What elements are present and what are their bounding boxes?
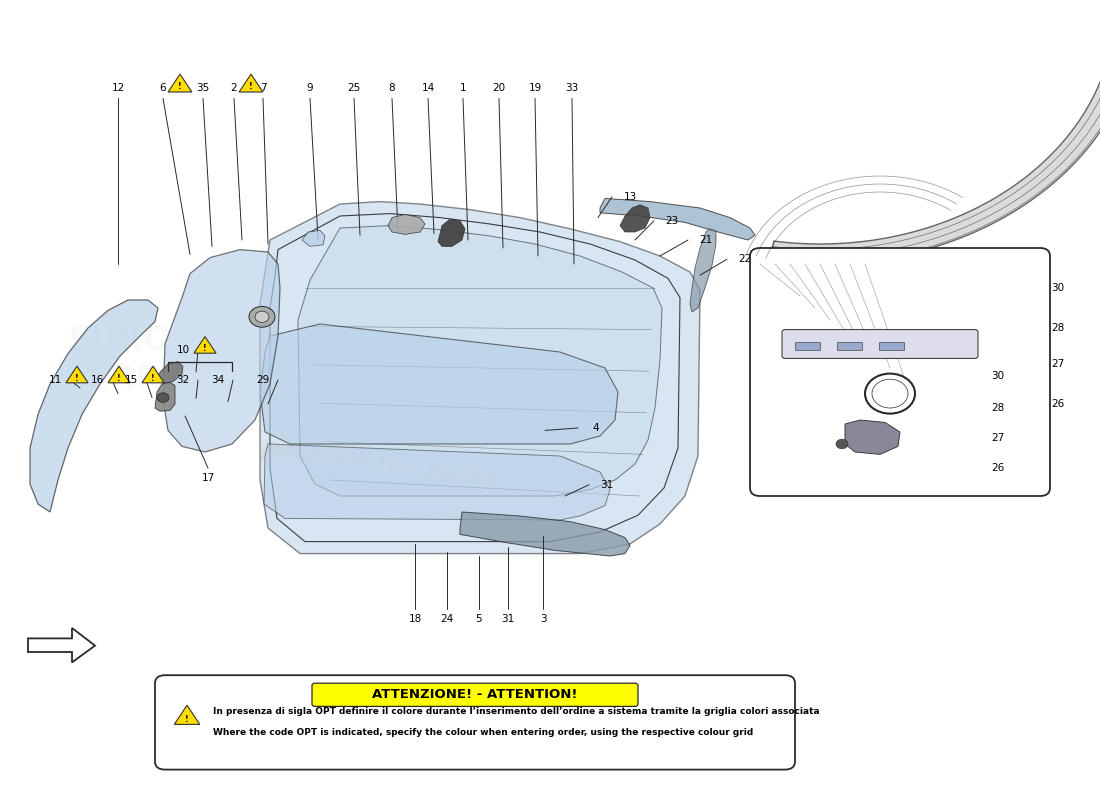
Text: 1: 1 — [460, 83, 466, 93]
Text: 28: 28 — [1052, 323, 1065, 333]
Polygon shape — [264, 444, 610, 520]
Text: 15: 15 — [124, 375, 138, 385]
Text: In presenza di sigla OPT definire il colore durante l’inserimento dell’ordine a : In presenza di sigla OPT definire il col… — [213, 707, 819, 717]
Polygon shape — [163, 250, 280, 452]
Text: 20: 20 — [493, 83, 506, 93]
Polygon shape — [620, 205, 650, 232]
Circle shape — [836, 439, 848, 449]
Text: 4: 4 — [593, 423, 600, 433]
Polygon shape — [388, 214, 425, 234]
Text: 7: 7 — [260, 83, 266, 93]
Text: 5: 5 — [475, 614, 482, 624]
Polygon shape — [770, 45, 1100, 264]
Text: 35: 35 — [197, 83, 210, 93]
Text: 26: 26 — [1052, 399, 1065, 409]
Text: 23: 23 — [666, 216, 679, 226]
Polygon shape — [66, 366, 88, 382]
Text: 27: 27 — [1052, 359, 1065, 369]
Polygon shape — [460, 512, 630, 556]
Text: 10: 10 — [176, 346, 189, 355]
Text: 19: 19 — [528, 83, 541, 93]
Polygon shape — [260, 324, 618, 444]
Text: 31: 31 — [502, 614, 515, 624]
Text: 24: 24 — [440, 614, 453, 624]
Text: 14: 14 — [421, 83, 434, 93]
Text: !: ! — [185, 714, 189, 723]
Circle shape — [255, 311, 270, 322]
Circle shape — [157, 393, 169, 402]
Text: 17: 17 — [201, 474, 214, 483]
Polygon shape — [168, 74, 191, 92]
Polygon shape — [302, 230, 324, 246]
Text: 33: 33 — [565, 83, 579, 93]
Text: 27: 27 — [991, 433, 1004, 442]
Polygon shape — [845, 420, 900, 454]
Text: 18: 18 — [408, 614, 421, 624]
Polygon shape — [155, 382, 175, 411]
Text: 34: 34 — [211, 375, 224, 385]
Text: 11: 11 — [48, 375, 62, 385]
Polygon shape — [260, 202, 700, 554]
Polygon shape — [108, 366, 130, 382]
Text: !: ! — [178, 82, 182, 91]
Text: 3: 3 — [540, 614, 547, 624]
Text: 21: 21 — [700, 235, 713, 245]
Text: !: ! — [75, 374, 79, 382]
Text: 8: 8 — [388, 83, 395, 93]
Text: EURO
FERRI: EURO FERRI — [65, 324, 175, 395]
Text: !: ! — [250, 82, 253, 91]
Polygon shape — [158, 362, 183, 383]
Text: 28: 28 — [991, 403, 1004, 413]
Text: 31: 31 — [601, 480, 614, 490]
Text: !: ! — [204, 344, 207, 353]
Polygon shape — [142, 366, 164, 382]
Polygon shape — [298, 226, 662, 496]
Polygon shape — [690, 228, 716, 312]
Text: !: ! — [151, 374, 155, 382]
FancyBboxPatch shape — [782, 330, 978, 358]
Text: 29: 29 — [256, 375, 270, 385]
Polygon shape — [837, 342, 862, 350]
Text: 30: 30 — [991, 371, 1004, 381]
Text: 25: 25 — [348, 83, 361, 93]
Polygon shape — [174, 706, 200, 725]
Polygon shape — [239, 74, 263, 92]
Polygon shape — [438, 219, 465, 246]
Polygon shape — [600, 198, 755, 240]
Polygon shape — [879, 342, 904, 350]
Text: 16: 16 — [90, 375, 103, 385]
Text: 22: 22 — [738, 254, 751, 264]
Text: ATTENZIONE! - ATTENTION!: ATTENZIONE! - ATTENTION! — [372, 688, 578, 701]
Text: passion for parts: passion for parts — [260, 435, 500, 493]
Text: 26: 26 — [991, 463, 1004, 473]
Text: 6: 6 — [160, 83, 166, 93]
Text: !: ! — [118, 374, 121, 382]
Polygon shape — [30, 300, 158, 512]
Text: 2: 2 — [231, 83, 238, 93]
Polygon shape — [795, 342, 820, 350]
Text: 12: 12 — [111, 83, 124, 93]
FancyBboxPatch shape — [155, 675, 795, 770]
FancyBboxPatch shape — [750, 248, 1050, 496]
Polygon shape — [28, 628, 95, 662]
Text: Where the code OPT is indicated, specify the colour when entering order, using t: Where the code OPT is indicated, specify… — [213, 728, 754, 738]
Text: 9: 9 — [307, 83, 314, 93]
Text: 32: 32 — [176, 375, 189, 385]
FancyBboxPatch shape — [312, 683, 638, 706]
Circle shape — [249, 306, 275, 327]
Text: 30: 30 — [1052, 283, 1065, 293]
Polygon shape — [194, 337, 216, 353]
Text: 13: 13 — [624, 192, 637, 202]
